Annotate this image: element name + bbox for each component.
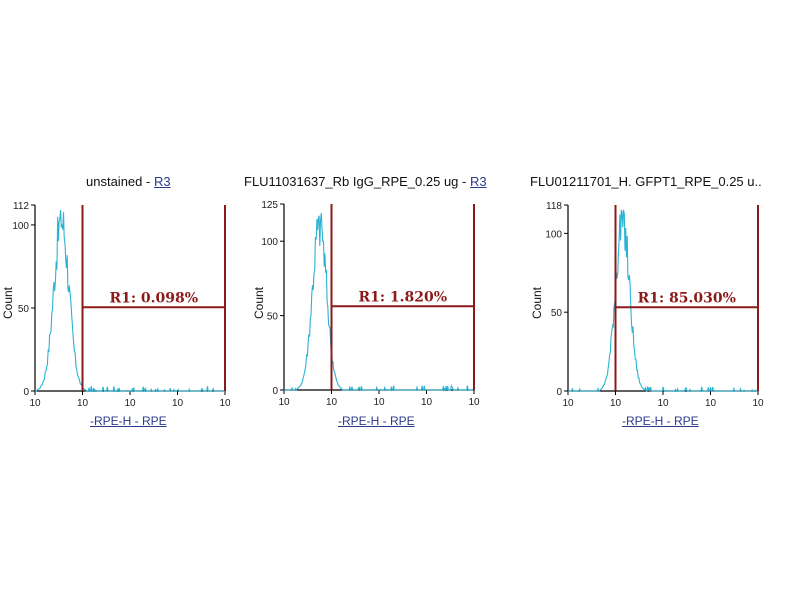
x-tick-label: 10 <box>610 398 622 409</box>
x-tick-label: 10 <box>172 398 184 409</box>
region-label: R1: 1.820% <box>358 289 447 305</box>
y-tick-label: 100 <box>12 221 29 232</box>
y-axis-label: Count <box>1 286 16 320</box>
x-tick-label: 10 <box>562 398 574 409</box>
x-tick-label: 10 <box>278 397 290 408</box>
histogram-trace <box>568 209 758 392</box>
y-tick-label: 118 <box>546 201 562 212</box>
x-axis-label[interactable]: -RPE-H - RPE <box>338 414 415 428</box>
x-tick-label: 10 <box>124 398 136 409</box>
x-tick-label: 10 <box>752 398 764 409</box>
x-tick-label: 10 <box>705 398 717 409</box>
region-label: R1: 85.030% <box>638 290 736 306</box>
x-axis-label[interactable]: -RPE-H - RPE <box>90 414 167 428</box>
y-tick-label: 0 <box>23 387 29 398</box>
histogram-panel-3: FLU01211701_H. GFPT1_RPE_0.25 u.. Count … <box>530 0 800 600</box>
y-tick-label: 50 <box>18 304 30 315</box>
y-tick-label: 125 <box>261 200 278 211</box>
sample-name: FLU01211701_H. GFPT1_RPE_0.25 u.. <box>530 174 762 189</box>
x-tick-label: 10 <box>468 397 480 408</box>
gate-link[interactable]: R3 <box>470 174 487 189</box>
sample-name: unstained <box>86 174 143 189</box>
histogram-panel-1: unstained - R3 Count 112 100 50 0 10 10 10 10 10… <box>0 0 250 600</box>
x-tick-label: 10 <box>29 398 41 409</box>
sample-name: FLU11031637_Rb IgG_RPE_0.25 ug <box>244 174 459 189</box>
y-axis-label: Count <box>252 286 267 320</box>
y-tick-label: 112 <box>13 201 29 212</box>
y-tick-label: 50 <box>551 308 563 319</box>
x-tick-label: 10 <box>657 398 669 409</box>
panel-title: FLU11031637_Rb IgG_RPE_0.25 ug - R3 <box>244 174 487 189</box>
x-axis-label[interactable]: -RPE-H - RPE <box>622 414 699 428</box>
x-tick-label: 10 <box>326 397 338 408</box>
histogram-trace <box>284 213 475 392</box>
x-tick-label: 10 <box>219 398 231 409</box>
x-tick-label: 10 <box>421 397 433 408</box>
gate-link[interactable]: R3 <box>153 174 171 189</box>
panel-title: FLU01211701_H. GFPT1_RPE_0.25 u.. <box>530 174 762 189</box>
y-tick-label: 0 <box>556 387 562 398</box>
histogram-panel-2: FLU11031637_Rb IgG_RPE_0.25 ug - R3 Coun… <box>244 0 520 600</box>
y-axis-label: Count <box>530 286 545 320</box>
x-tick-label: 10 <box>373 397 385 408</box>
y-tick-label: 50 <box>267 312 279 323</box>
histogram-trace <box>35 210 225 393</box>
y-tick-label: 100 <box>545 229 562 240</box>
region-label: R1: 0.098% <box>109 290 198 306</box>
y-tick-label: 0 <box>272 386 278 397</box>
y-tick-label: 100 <box>261 237 278 248</box>
panel-title: unstained - R3 <box>86 174 171 189</box>
x-tick-label: 10 <box>77 398 89 409</box>
